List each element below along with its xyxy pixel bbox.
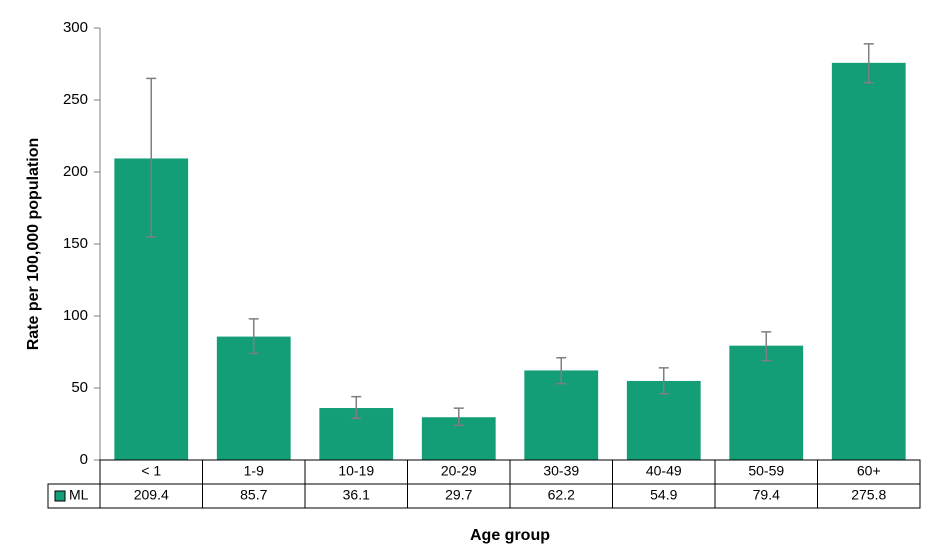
value-cell: 36.1 — [343, 487, 370, 503]
value-cell: 54.9 — [650, 487, 677, 503]
legend-label: ML — [69, 487, 89, 503]
bar — [729, 346, 803, 460]
y-axis-label: Rate per 100,000 population — [25, 138, 42, 351]
value-cell: 62.2 — [548, 487, 575, 503]
y-tick-label: 0 — [80, 451, 88, 468]
category-label: 1-9 — [244, 463, 264, 479]
value-cell: 209.4 — [134, 487, 169, 503]
chart-container: 0 50 100 150 200 250 300 Rate per 100,000 popul… — [0, 0, 930, 558]
y-tick-label: 300 — [63, 19, 88, 36]
value-cell: 85.7 — [240, 487, 267, 503]
category-label: 10-19 — [338, 463, 374, 479]
bar-chart: 0 50 100 150 200 250 300 Rate per 100,000 popul… — [0, 0, 930, 558]
category-label: 60+ — [857, 463, 881, 479]
y-tick-label: 200 — [63, 163, 88, 180]
bar — [832, 63, 906, 460]
bar — [217, 337, 291, 460]
y-tick-label: 150 — [63, 235, 88, 252]
x-axis-label: Age group — [470, 527, 550, 544]
category-label: 40-49 — [646, 463, 682, 479]
y-tick-label: 50 — [71, 379, 88, 396]
y-tick-label: 100 — [63, 307, 88, 324]
category-label: 50-59 — [748, 463, 784, 479]
value-cell: 29.7 — [445, 487, 472, 503]
category-label: 20-29 — [441, 463, 477, 479]
category-label: 30-39 — [543, 463, 579, 479]
value-cell: 275.8 — [851, 487, 886, 503]
legend-swatch — [55, 491, 65, 501]
value-cell: 79.4 — [753, 487, 780, 503]
category-label: < 1 — [141, 463, 161, 479]
y-tick-label: 250 — [63, 91, 88, 108]
